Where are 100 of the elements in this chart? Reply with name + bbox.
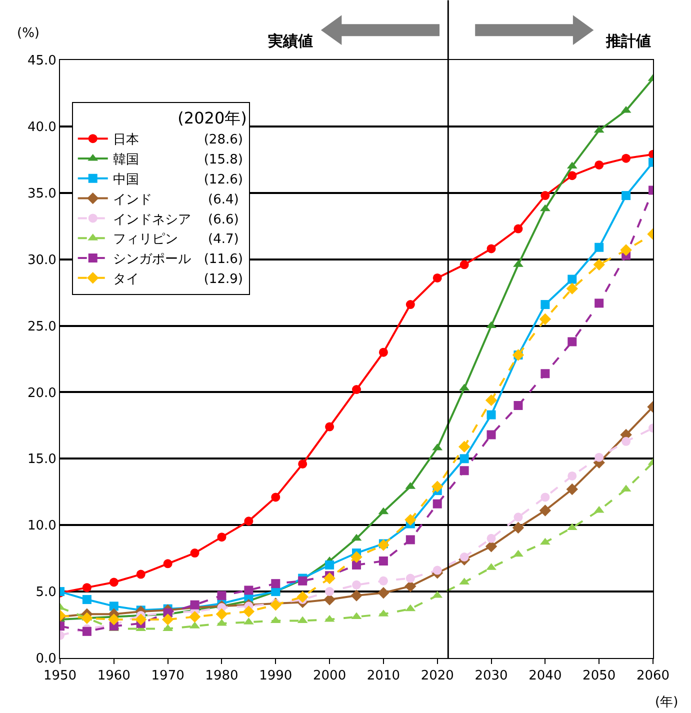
y-axis-title: (%)	[17, 26, 40, 41]
point	[540, 191, 550, 200]
point	[485, 394, 498, 406]
x-tick-label: 1960	[97, 668, 130, 684]
point	[244, 516, 254, 526]
point	[594, 452, 604, 462]
point	[539, 313, 552, 325]
x-tick-label: 1990	[259, 668, 292, 684]
y-tick-label: 40.0	[27, 120, 56, 135]
point	[432, 480, 444, 492]
x-tick-label: 2050	[582, 668, 616, 684]
x-tick-label: 2060	[636, 668, 670, 684]
point	[460, 466, 469, 476]
y-tick-label: 0.0	[36, 652, 56, 667]
point	[81, 612, 93, 624]
point	[325, 560, 334, 570]
point	[298, 459, 308, 468]
point	[217, 591, 226, 600]
point	[162, 614, 174, 626]
point	[514, 224, 523, 234]
point	[298, 576, 308, 586]
point	[325, 422, 334, 432]
legend-label: 日本 (28.6)	[112, 132, 243, 148]
x-tick-label: 2000	[313, 668, 346, 684]
point	[566, 282, 578, 294]
point	[594, 298, 604, 308]
point	[352, 385, 361, 394]
legend-title: (2020年)	[178, 108, 247, 128]
y-tick-label: 20.0	[27, 386, 56, 401]
point	[566, 483, 578, 496]
y-tick-label: 15.0	[27, 452, 56, 468]
point	[568, 471, 577, 480]
point	[350, 551, 362, 563]
legend-label: インド (6.4)	[112, 192, 239, 208]
point	[271, 579, 280, 588]
point	[540, 492, 550, 502]
y-tick-label: 25.0	[27, 319, 56, 334]
point	[404, 514, 416, 526]
point	[568, 337, 577, 346]
point	[460, 552, 469, 562]
point	[325, 587, 334, 596]
point	[620, 244, 632, 256]
point	[406, 535, 415, 544]
legend-label: 韓国 (15.8)	[112, 152, 243, 168]
point	[135, 614, 147, 626]
point	[568, 171, 577, 180]
point	[539, 504, 552, 516]
point	[378, 587, 390, 599]
point	[593, 258, 605, 270]
point	[512, 522, 524, 534]
point	[217, 532, 226, 542]
x-tick-label: 1980	[205, 668, 238, 684]
point	[622, 154, 631, 163]
point	[540, 300, 550, 310]
point	[432, 566, 442, 575]
point	[406, 574, 415, 583]
point	[406, 300, 415, 310]
point	[188, 610, 201, 623]
x-tick-label: 2040	[528, 668, 562, 684]
point	[486, 321, 496, 328]
legend-label: フィリピン (4.7)	[112, 232, 239, 248]
point	[271, 492, 280, 502]
point	[378, 576, 388, 586]
legend-label: 中国 (12.6)	[112, 172, 243, 188]
point	[486, 430, 496, 440]
point	[486, 534, 496, 543]
y-tick-label: 30.0	[27, 252, 56, 268]
x-tick-label: 2030	[474, 668, 508, 684]
point	[486, 410, 496, 420]
y-tick-label: 10.0	[27, 518, 56, 534]
point	[514, 512, 523, 522]
point	[378, 539, 390, 551]
legend-label: シンガポール (11.6)	[112, 252, 243, 268]
point	[82, 626, 92, 636]
point	[432, 499, 442, 508]
point	[190, 600, 200, 610]
point	[136, 570, 146, 579]
y-tick-label: 5.0	[36, 585, 56, 600]
point	[242, 606, 255, 618]
point	[622, 436, 631, 446]
x-tick-label: 2010	[366, 668, 400, 684]
point	[109, 578, 118, 587]
point	[513, 550, 524, 557]
point	[622, 191, 631, 200]
point	[594, 160, 604, 170]
point	[514, 401, 523, 410]
x-axis-title: (年)	[655, 695, 678, 710]
point	[190, 548, 200, 558]
point	[594, 242, 604, 252]
point	[163, 559, 172, 568]
point	[82, 583, 92, 592]
point	[352, 560, 361, 570]
point	[109, 602, 118, 611]
point	[432, 273, 442, 282]
legend-label: タイ (12.9)	[112, 272, 243, 287]
point	[460, 260, 469, 270]
point	[82, 595, 92, 604]
point	[324, 572, 336, 584]
point	[244, 586, 254, 595]
x-tick-label: 1970	[151, 668, 184, 684]
